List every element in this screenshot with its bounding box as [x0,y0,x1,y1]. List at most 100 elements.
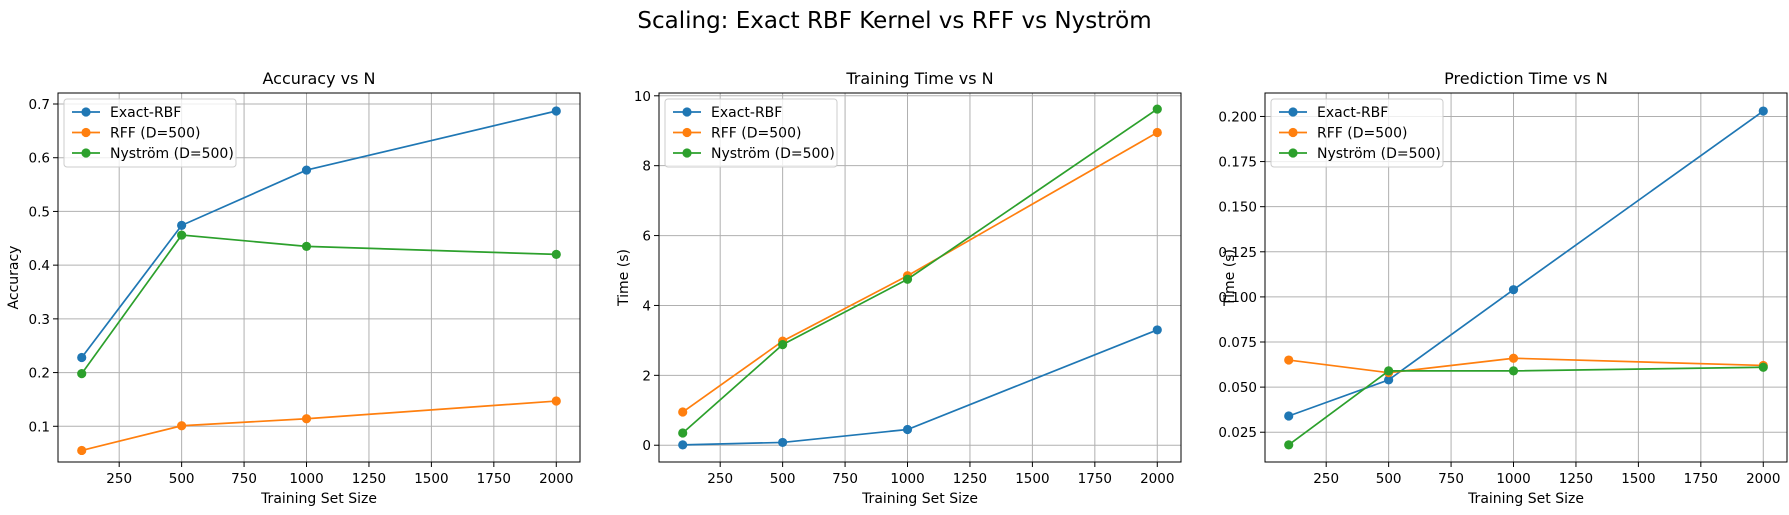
y-tick-label: 0.1 [29,419,50,435]
x-tick-label: 1750 [1078,471,1112,487]
y-tick-label: 0 [642,438,651,454]
series-line-exact-rbf [682,329,1158,446]
x-axis-label: Training Set Size [260,491,377,507]
data-point-nystr-m-d-500 [1508,366,1519,376]
data-point-nystr-m-d-500 [1152,104,1162,114]
y-tick-label: 10 [634,89,651,105]
x-tick-label: 500 [770,471,796,487]
data-point-nystr-m-d-500 [77,369,87,379]
x-axis-label: Training Set Size [1467,491,1584,507]
y-axis-label: Time (s) [616,249,632,307]
data-point-exact-rbf [1508,285,1519,295]
legend-box [1270,98,1444,168]
x-tick-label: 1500 [414,471,448,487]
x-tick-label: 1000 [289,471,323,487]
series-line-rff-d-500 [81,400,557,452]
legend: Exact-RBF RFF (D=500) Nyström (D=500) [664,98,838,168]
data-point-exact-rbf [902,424,913,435]
data-point-rff-d-500 [678,407,688,417]
y-tick-label: 0.5 [29,204,50,220]
panel-title: Accuracy vs N [263,69,376,88]
y-tick-label: 0.4 [29,258,50,274]
legend-label-exact-rbf: Exact-RBF [110,105,181,121]
figure-title: Scaling: Exact RBF Kernel vs RFF vs Nyst… [637,8,1151,34]
legend-label-nystr-m-d-500: Nyström (D=500) [110,146,234,162]
y-tick-label: 0.125 [1218,245,1257,261]
y-axis-label: Time (s) [1222,249,1238,307]
y-tick-label: 0.6 [29,151,50,167]
data-point-exact-rbf [77,352,87,363]
series-line-nystr-m-d-500 [1288,366,1764,446]
data-point-exact-rbf [778,437,788,448]
x-tick-label: 1250 [953,471,987,487]
legend-marker-rff-d-500 [81,127,91,138]
y-tick-label: 2 [642,368,651,384]
y-tick-label: 0.150 [1218,200,1257,216]
legend-label-exact-rbf: Exact-RBF [1317,105,1388,121]
series-line-nystr-m-d-500 [682,108,1158,434]
legend-marker-exact-rbf [682,107,692,117]
y-tick-label: 8 [642,159,651,175]
data-point-exact-rbf [177,220,187,230]
y-tick-label: 0.075 [1218,335,1257,351]
x-tick-label: 250 [1313,471,1339,487]
x-tick-label: 500 [1376,471,1402,487]
x-tick-label: 250 [106,471,132,487]
data-point-nystr-m-d-500 [902,274,913,284]
legend-box [664,98,838,168]
legend-label-nystr-m-d-500: Nyström (D=500) [1317,146,1441,162]
chart-panel-2: 250 500 750 1000 1250 1500 1750 2000 0 2 4 6 8 10 Trai… [616,69,1182,507]
data-point-nystr-m-d-500 [778,339,788,350]
legend-marker-rff-d-500 [682,127,692,138]
panel-title: Prediction Time vs N [1444,69,1608,88]
y-tick-label: 0.3 [29,312,50,328]
series-line-rff-d-500 [682,131,1158,413]
x-tick-label: 1750 [477,471,511,487]
y-tick-label: 0.200 [1218,109,1257,125]
x-tick-label: 750 [1438,471,1464,487]
y-tick-label: 0.100 [1218,290,1257,306]
y-axis-label: Accuracy [6,246,22,310]
legend-marker-nystr-m-d-500 [682,148,692,158]
chart-panel-3: 250 500 750 1000 1250 1500 1750 2000 0.025 0.050 0… [1218,69,1788,507]
legend-marker-nystr-m-d-500 [81,148,91,158]
x-axis-label: Training Set Size [861,491,978,507]
legend: Exact-RBF RFF (D=500) Nyström (D=500) [1270,98,1444,168]
series-line-exact-rbf [81,110,557,359]
data-point-nystr-m-d-500 [301,241,312,251]
data-point-nystr-m-d-500 [177,230,187,240]
data-point-rff-d-500 [551,396,561,406]
data-point-nystr-m-d-500 [1758,362,1768,372]
legend-box [63,98,237,168]
x-tick-label: 1500 [1015,471,1049,487]
legend-label-rff-d-500: RFF (D=500) [1317,126,1407,142]
series-line-nystr-m-d-500 [81,234,557,375]
data-point-rff-d-500 [1152,127,1162,138]
data-point-rff-d-500 [77,445,87,456]
y-tick-label: 0.7 [29,97,50,113]
legend: Exact-RBF RFF (D=500) Nyström (D=500) [63,98,237,168]
y-tick-label: 0.2 [29,366,50,382]
axes-frame [658,92,1182,463]
data-point-rff-d-500 [177,421,187,431]
data-point-exact-rbf [1152,325,1162,335]
data-point-nystr-m-d-500 [551,249,561,260]
data-point-exact-rbf [1284,411,1294,421]
axes-frame [1264,92,1788,463]
x-tick-label: 1500 [1621,471,1655,487]
y-tick-label: 0.175 [1218,155,1257,171]
data-point-rff-d-500 [301,414,312,424]
legend-label-exact-rbf: Exact-RBF [711,105,782,121]
y-tick-label: 0.025 [1218,425,1257,441]
x-tick-label: 500 [169,471,195,487]
data-point-exact-rbf [301,165,312,175]
legend-marker-nystr-m-d-500 [1288,148,1298,158]
data-point-exact-rbf [551,106,561,116]
x-tick-label: 2000 [1746,471,1780,487]
x-tick-label: 2000 [1140,471,1174,487]
x-tick-label: 2000 [539,471,573,487]
y-tick-label: 6 [642,229,651,245]
x-tick-label: 1750 [1684,471,1718,487]
y-tick-label: 0.050 [1218,380,1257,396]
y-tick-label: 4 [642,298,651,314]
